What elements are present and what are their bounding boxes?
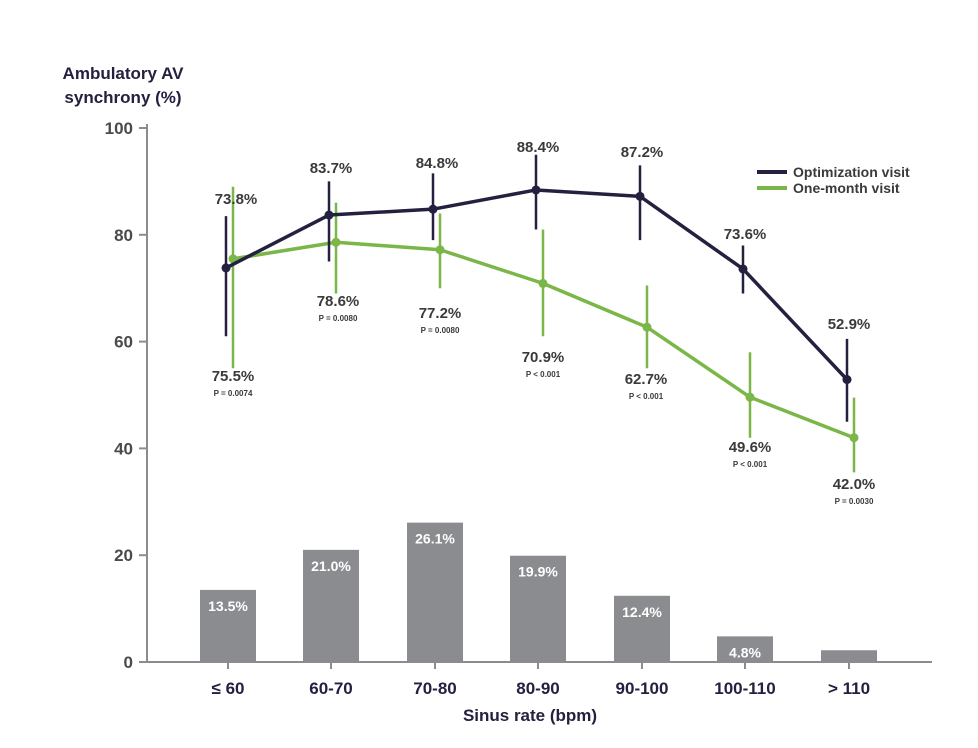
point-0-0 — [221, 263, 231, 273]
x-tick-label-6: > 110 — [828, 679, 870, 698]
optimization-label-3: 88.4% — [517, 139, 560, 156]
point-0-1 — [324, 210, 334, 220]
optimization-label-0: 73.8% — [215, 191, 258, 208]
p-value-3: P < 0.001 — [526, 370, 561, 379]
y-tick-label-5: 100 — [105, 119, 133, 138]
bar-6 — [821, 650, 877, 662]
bar-5 — [717, 636, 773, 662]
y-tick-label-4: 80 — [114, 226, 133, 245]
one-month-label-4: 62.7% — [625, 371, 668, 388]
y-axis-title: Ambulatory AV synchrony (%) — [38, 62, 208, 110]
one-month-label-2: 77.2% — [419, 305, 462, 322]
y-axis-title-line-1: Ambulatory AV — [62, 64, 184, 83]
lines-layer — [221, 154, 859, 473]
y-tick-label-0: 0 — [124, 653, 133, 672]
x-axis-title: Sinus rate (bpm) — [462, 706, 598, 725]
labels-layer: 73.8% 83.7% 84.8% 88.4% 87.2% 73.6% 52.9% 75.5%… — [212, 139, 876, 506]
point-0-5 — [738, 264, 748, 274]
y-tick-label-2: 40 — [114, 439, 133, 458]
bars-layer: 13.5%21.0%26.1%19.9%12.4%4.8%2.2% — [200, 522, 877, 674]
bar-2 — [407, 522, 463, 662]
point-1-2 — [435, 245, 445, 255]
point-0-3 — [531, 185, 541, 195]
point-1-4 — [642, 322, 652, 332]
point-1-5 — [745, 392, 755, 402]
bar-0 — [200, 589, 256, 662]
bar-4 — [614, 595, 670, 662]
optimization-label-4: 87.2% — [621, 144, 664, 161]
legend-label-1: One-month visit — [793, 180, 900, 196]
one-month-label-6: 42.0% — [833, 476, 876, 493]
bar-label-5: 4.8% — [729, 644, 761, 660]
one-month-label-3: 70.9% — [522, 349, 565, 366]
legend-label-0: Optimization visit — [793, 164, 910, 180]
bar-label-4: 12.4% — [622, 604, 662, 620]
x-tick-label-1: 60-70 — [309, 679, 352, 698]
bar-label-2: 26.1% — [415, 531, 455, 547]
optimization-label-5: 73.6% — [724, 226, 767, 243]
bar-1 — [303, 549, 359, 662]
x-tick-label-5: 100-110 — [714, 679, 775, 698]
p-value-1: P = 0.0080 — [319, 314, 358, 323]
bar-label-3: 19.9% — [518, 564, 558, 580]
one-month-label-1: 78.6% — [317, 293, 360, 310]
optimization-label-2: 84.8% — [416, 155, 459, 172]
optimization-label-1: 83.7% — [310, 160, 353, 177]
x-tick-label-0: ≤ 60 — [212, 679, 245, 698]
p-value-6: P = 0.0030 — [835, 497, 874, 506]
y-tick-label-3: 60 — [114, 333, 133, 352]
p-value-4: P < 0.001 — [629, 392, 664, 401]
p-value-2: P = 0.0080 — [421, 326, 460, 335]
bar-3 — [510, 555, 566, 662]
point-0-6 — [842, 375, 852, 385]
y-tick-label-1: 20 — [114, 546, 133, 565]
p-value-5: P < 0.001 — [733, 460, 768, 469]
x-tick-label-4: 90-100 — [616, 679, 669, 698]
one-month-label-5: 49.6% — [729, 439, 772, 456]
point-1-6 — [849, 433, 859, 443]
one-month-label-0: 75.5% — [212, 368, 255, 385]
optimization-label-6: 52.9% — [828, 316, 871, 333]
point-0-2 — [428, 204, 438, 214]
p-value-0: P = 0.0074 — [214, 389, 253, 398]
point-1-1 — [331, 237, 341, 247]
y-axis-title-line-2: synchrony (%) — [64, 88, 182, 107]
point-0-4 — [635, 191, 645, 201]
bar-label-1: 21.0% — [311, 558, 351, 574]
point-1-0 — [228, 254, 238, 264]
x-tick-label-2: 70-80 — [413, 679, 456, 698]
x-tick-label-3: 80-90 — [516, 679, 559, 698]
point-1-3 — [538, 278, 548, 288]
axes-layer: 0 20 40 60 80 100 ≤ 60 60-70 70-80 80-90 90-100 100… — [105, 119, 932, 698]
bar-label-0: 13.5% — [208, 598, 248, 614]
